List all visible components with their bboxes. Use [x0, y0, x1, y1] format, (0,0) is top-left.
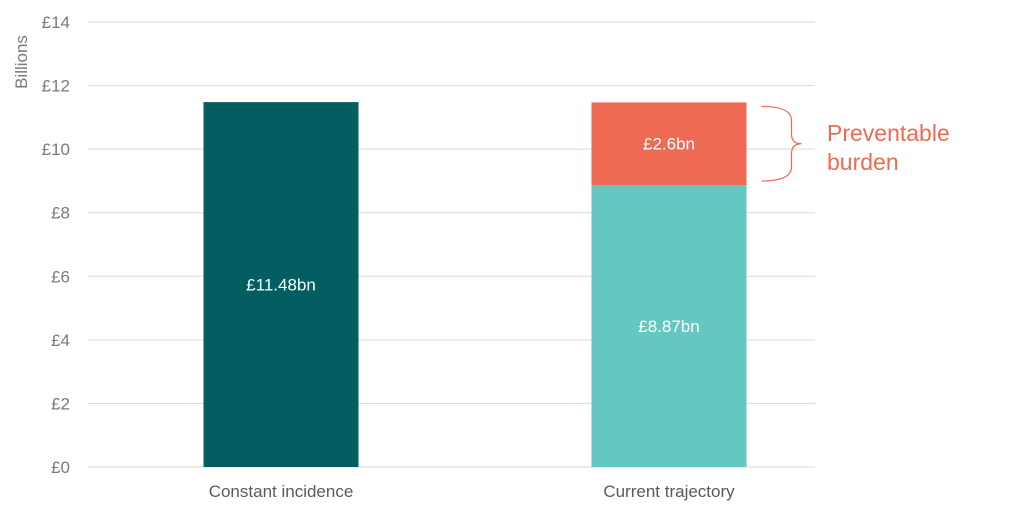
bar-data-label: £2.6bn — [643, 135, 695, 154]
y-tick-label: £12 — [42, 77, 70, 96]
annotation-label: Preventable — [827, 120, 950, 146]
brace-annotation — [761, 105, 802, 182]
y-tick-label: £2 — [51, 394, 70, 413]
x-category-label: Current trajectory — [603, 482, 735, 501]
y-tick-label: £14 — [42, 13, 70, 32]
y-tick-label: £8 — [51, 204, 70, 223]
y-tick-label: £0 — [51, 458, 70, 477]
y-axis-label: Billions — [12, 35, 31, 89]
annotation-label: burden — [827, 149, 899, 175]
x-category-label: Constant incidence — [209, 482, 354, 501]
bar-data-label: £11.48bn — [246, 276, 316, 295]
y-tick-label: £6 — [51, 267, 70, 286]
y-tick-label: £4 — [51, 331, 70, 350]
bar-segment — [203, 102, 359, 467]
bar-segment — [591, 185, 747, 467]
y-tick-label: £10 — [42, 140, 70, 159]
bar-data-label: £8.87bn — [638, 317, 699, 336]
bar-segment — [591, 102, 747, 186]
